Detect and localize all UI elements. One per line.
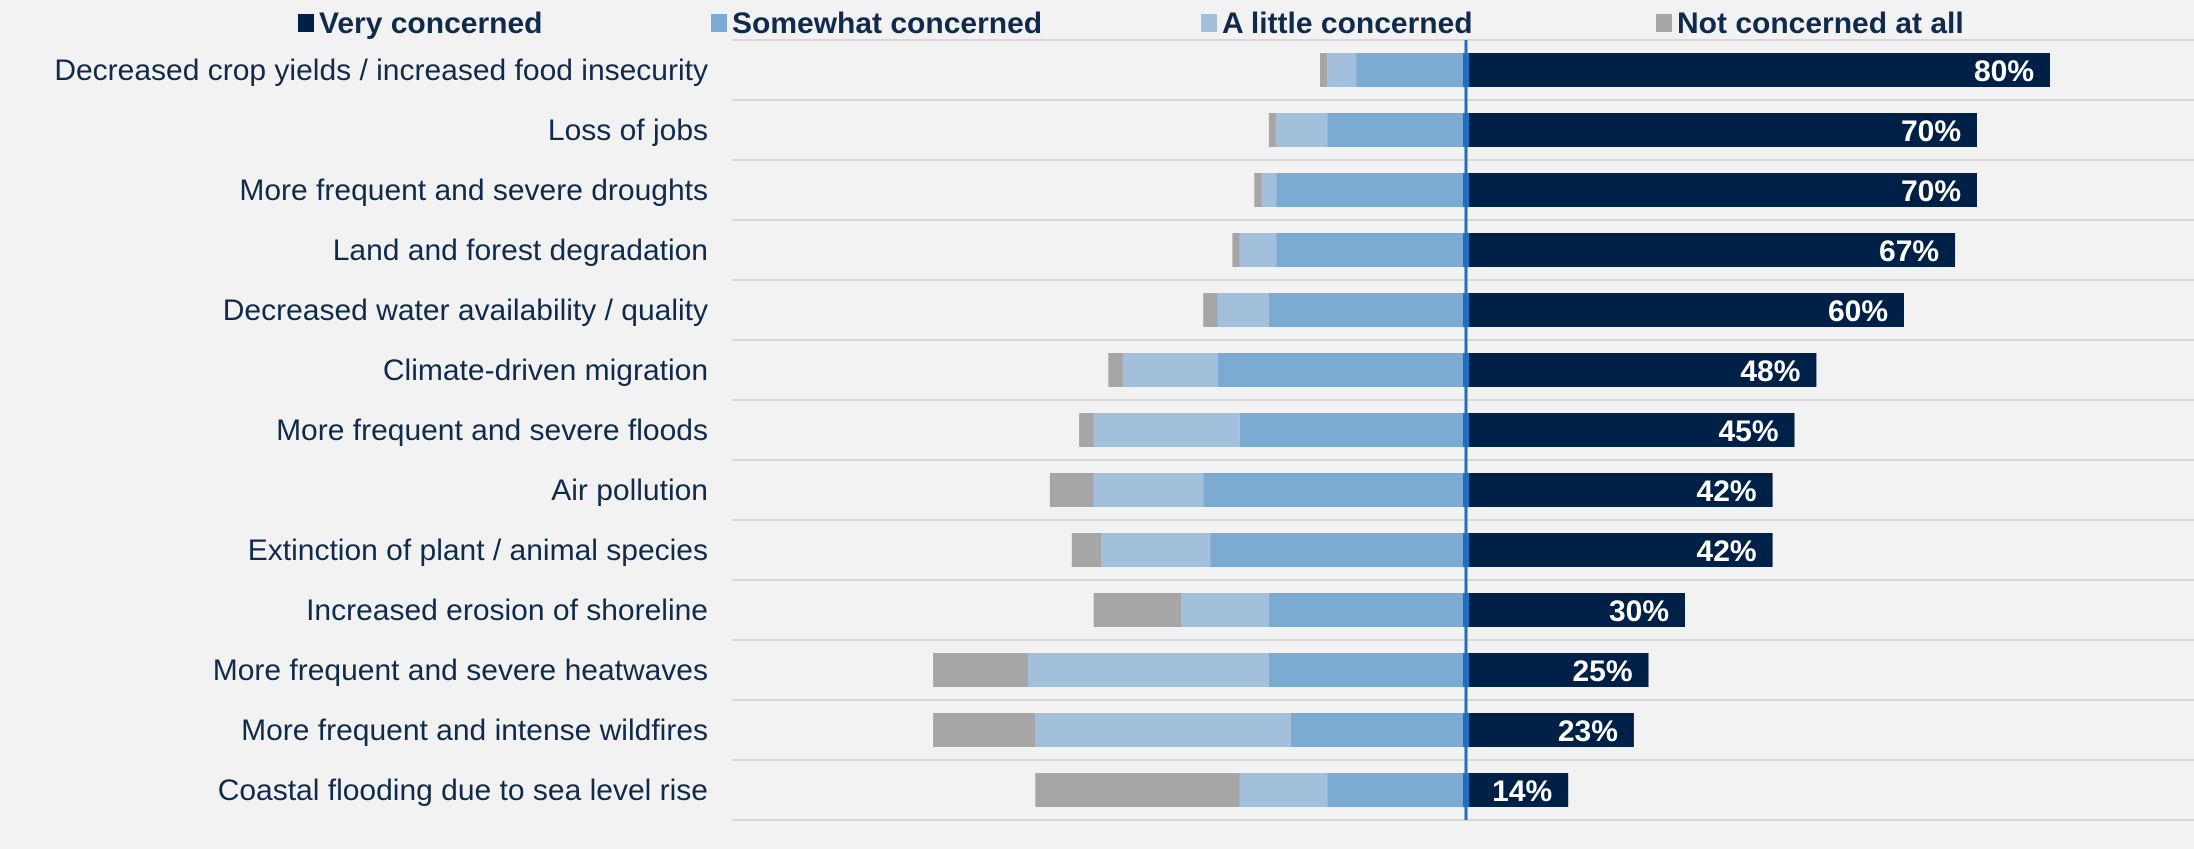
bar-not-concerned-at-all — [1035, 773, 1240, 807]
legend: Very concerned Somewhat concerned A little… — [298, 7, 1964, 40]
data-label: 30% — [1609, 595, 1669, 628]
bar-a-little-concerned — [1181, 593, 1269, 627]
legend-swatch-not-concerned-at-all — [1656, 14, 1672, 32]
category-label: Climate-driven migration — [383, 354, 708, 387]
bar-somewhat-concerned — [1356, 53, 1466, 87]
bar-very-concerned — [1466, 533, 1773, 567]
zero-axis — [1463, 40, 1469, 820]
category-label: Land and forest degradation — [333, 234, 708, 267]
bar-somewhat-concerned — [1276, 233, 1466, 267]
bar-somewhat-concerned — [1210, 533, 1466, 567]
bar-very-concerned — [1466, 413, 1795, 447]
data-label: 70% — [1901, 115, 1961, 148]
data-label: 60% — [1828, 295, 1888, 328]
bar-not-concerned-at-all — [1254, 173, 1262, 207]
bar-very-concerned — [1466, 113, 1977, 147]
bar-very-concerned — [1466, 473, 1773, 507]
data-label: 23% — [1558, 715, 1618, 748]
bar-a-little-concerned — [1327, 53, 1357, 87]
bar-not-concerned-at-all — [1203, 293, 1218, 327]
category-label: More frequent and severe droughts — [239, 174, 708, 207]
category-label: More frequent and severe heatwaves — [213, 654, 708, 687]
bar-not-concerned-at-all — [1049, 473, 1094, 507]
bar-very-concerned — [1466, 773, 1569, 807]
legend-swatch-very-concerned — [298, 14, 314, 32]
bar-somewhat-concerned — [1290, 713, 1466, 747]
bar-very-concerned — [1466, 233, 1956, 267]
bar-not-concerned-at-all — [1079, 413, 1094, 447]
legend-swatch-somewhat-concerned — [711, 14, 727, 32]
bar-not-concerned-at-all — [1108, 353, 1123, 387]
bar-somewhat-concerned — [1268, 293, 1466, 327]
bar-somewhat-concerned — [1268, 593, 1466, 627]
category-label: Loss of jobs — [548, 114, 708, 147]
data-label: 80% — [1974, 55, 2034, 88]
category-label: Coastal flooding due to sea level rise — [218, 774, 708, 807]
bar-somewhat-concerned — [1239, 413, 1466, 447]
data-label: 14% — [1492, 775, 1552, 808]
bar-very-concerned — [1466, 173, 1977, 207]
category-label: More frequent and severe floods — [276, 414, 708, 447]
bar-somewhat-concerned — [1217, 353, 1466, 387]
bar-a-little-concerned — [1217, 293, 1269, 327]
bar-very-concerned — [1466, 353, 1817, 387]
bar-very-concerned — [1466, 653, 1649, 687]
data-label: 42% — [1697, 535, 1757, 568]
category-label: Increased erosion of shoreline — [306, 594, 708, 627]
data-label: 42% — [1697, 475, 1757, 508]
bar-very-concerned — [1466, 293, 1904, 327]
bar-not-concerned-at-all — [1320, 53, 1328, 87]
bar-a-little-concerned — [1101, 533, 1211, 567]
data-label: 70% — [1901, 175, 1961, 208]
data-label: 45% — [1718, 415, 1778, 448]
bar-a-little-concerned — [1239, 233, 1277, 267]
legend-swatch-a-little-concerned — [1201, 14, 1217, 32]
bar-not-concerned-at-all — [1093, 593, 1182, 627]
legend-label-very-concerned: Very concerned — [319, 7, 542, 40]
bar-a-little-concerned — [1028, 653, 1269, 687]
bar-not-concerned-at-all — [1268, 113, 1277, 147]
bar-very-concerned — [1466, 713, 1634, 747]
bar-a-little-concerned — [1035, 713, 1291, 747]
data-label: 25% — [1572, 655, 1632, 688]
gridlines — [732, 39, 2194, 821]
bar-not-concerned-at-all — [1071, 533, 1101, 567]
legend-label-somewhat-concerned: Somewhat concerned — [732, 7, 1042, 40]
bar-somewhat-concerned — [1276, 173, 1466, 207]
category-label: Air pollution — [551, 474, 708, 507]
bar-not-concerned-at-all — [933, 653, 1028, 687]
category-label: More frequent and intense wildfires — [241, 714, 708, 747]
bar-not-concerned-at-all — [1232, 233, 1240, 267]
legend-label-a-little-concerned: A little concerned — [1222, 7, 1473, 40]
data-label: 67% — [1879, 235, 1939, 268]
category-labels: Decreased crop yields / increased food i… — [54, 54, 708, 807]
data-label: 48% — [1740, 355, 1800, 388]
bar-a-little-concerned — [1093, 473, 1204, 507]
bars — [933, 53, 2050, 807]
legend-label-not-concerned-at-all: Not concerned at all — [1677, 7, 1964, 40]
category-label: Extinction of plant / animal species — [248, 534, 708, 567]
bar-somewhat-concerned — [1327, 113, 1466, 147]
bar-somewhat-concerned — [1268, 653, 1466, 687]
data-labels: 80% 70% 70% 67% 60% 48% 45% 42% 42% 30% 25% 23%14% — [1492, 55, 2034, 808]
bar-very-concerned — [1466, 53, 2050, 87]
bar-somewhat-concerned — [1327, 773, 1466, 807]
bar-a-little-concerned — [1239, 773, 1328, 807]
category-label: Decreased water availability / quality — [223, 294, 708, 327]
bar-a-little-concerned — [1261, 173, 1277, 207]
bar-somewhat-concerned — [1203, 473, 1466, 507]
bar-a-little-concerned — [1122, 353, 1218, 387]
bar-not-concerned-at-all — [933, 713, 1036, 747]
bar-very-concerned — [1466, 593, 1685, 627]
bar-a-little-concerned — [1276, 113, 1328, 147]
bar-a-little-concerned — [1093, 413, 1240, 447]
category-label: Decreased crop yields / increased food i… — [54, 54, 708, 87]
